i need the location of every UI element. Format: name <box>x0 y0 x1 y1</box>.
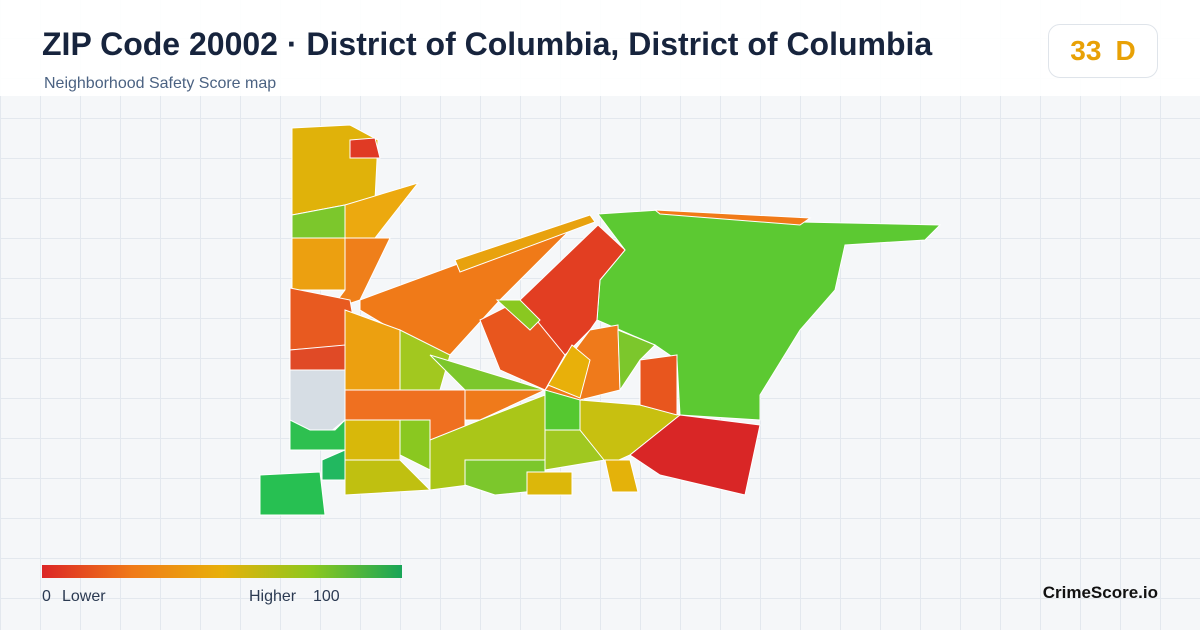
neighborhood <box>344 419 401 461</box>
neighborhood <box>547 344 591 399</box>
neighborhood <box>454 214 596 273</box>
neighborhoods <box>259 124 942 516</box>
legend-max-label: Higher <box>249 588 297 605</box>
neighborhood <box>604 459 639 493</box>
neighborhood <box>526 471 573 496</box>
brand: CrimeScore.io <box>1042 583 1158 602</box>
neighborhood <box>464 459 546 496</box>
neighborhood <box>399 419 431 471</box>
neighborhood <box>289 369 346 433</box>
neighborhood <box>464 389 546 421</box>
neighborhood <box>495 299 541 331</box>
grade: D <box>1115 35 1136 66</box>
neighborhood <box>321 449 346 481</box>
neighborhood <box>344 459 432 496</box>
neighborhood <box>349 137 381 159</box>
neighborhood <box>653 209 812 226</box>
legend-min: 0 <box>42 588 51 605</box>
score: 33 <box>1070 35 1102 66</box>
legend-max: 100 <box>313 588 340 605</box>
score-badge: 33 D <box>1048 24 1158 78</box>
neighborhood <box>289 344 346 371</box>
title: ZIP Code 20002 · District of Columbia, D… <box>42 26 933 62</box>
neighborhood <box>291 237 346 291</box>
header: ZIP Code 20002 · District of Columbia, D… <box>0 0 1200 96</box>
neighborhood <box>259 471 326 516</box>
legend-gradient <box>42 565 402 578</box>
neighborhood <box>639 354 678 416</box>
subtitle: Neighborhood Safety Score map <box>44 75 277 92</box>
legend-min-label: Lower <box>62 588 106 605</box>
neighborhood <box>629 414 761 496</box>
